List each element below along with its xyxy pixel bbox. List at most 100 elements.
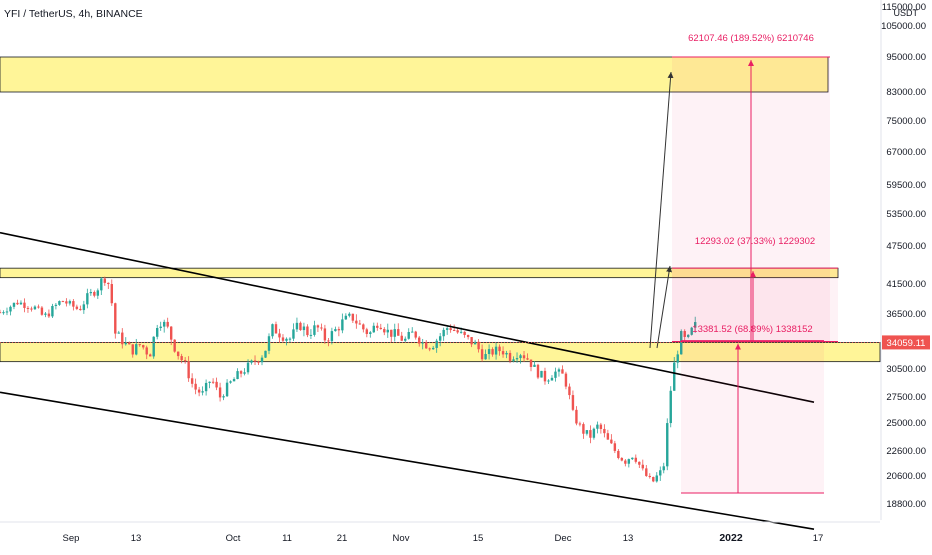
candle-body xyxy=(491,349,494,355)
candle-body xyxy=(547,380,550,382)
candle-body xyxy=(82,304,86,311)
y-tick-label: 47500.00 xyxy=(886,241,926,252)
x-tick-label: 21 xyxy=(337,533,348,544)
candle-body xyxy=(519,355,522,359)
candle-body xyxy=(421,342,424,344)
candle-body xyxy=(526,358,529,360)
candle-body xyxy=(306,326,309,336)
candle-body xyxy=(75,306,79,309)
candle-body xyxy=(23,302,26,308)
candle-body xyxy=(369,332,372,334)
candle-body xyxy=(253,360,257,362)
candle-body xyxy=(599,424,603,429)
candle-body xyxy=(365,329,369,334)
candle-body xyxy=(334,329,337,332)
trendlines-layer xyxy=(0,231,815,530)
candle-body xyxy=(533,364,536,367)
candle-body xyxy=(100,278,103,291)
candle-body xyxy=(428,348,431,350)
candle-body xyxy=(271,324,274,337)
candle-body xyxy=(393,329,396,337)
candle-body xyxy=(187,361,190,379)
candle-body xyxy=(676,354,679,363)
candle-body xyxy=(47,313,51,317)
candle-body xyxy=(641,464,644,469)
x-tick-label: Sep xyxy=(63,533,80,544)
candle-body xyxy=(128,342,131,345)
candle-body xyxy=(222,396,225,398)
candle-body xyxy=(659,470,662,476)
candle-body xyxy=(246,362,250,373)
candle-body xyxy=(390,329,393,337)
candle-body xyxy=(285,338,288,341)
candle-body xyxy=(484,354,487,360)
candle-body xyxy=(264,350,267,358)
candle-body xyxy=(250,360,253,363)
candle-body xyxy=(386,329,389,333)
candle-body xyxy=(0,312,2,314)
projection-arrow-2 xyxy=(656,265,673,349)
candle-body xyxy=(124,342,127,345)
x-tick-label: 17 xyxy=(813,533,824,544)
candle-body xyxy=(260,357,264,363)
measure-label-2: 12293.02 (37.33%) 1229302 xyxy=(695,236,815,247)
candle-body xyxy=(620,458,624,461)
measure-layer: 62107.46 (189.52%) 6210746 12293.02 (37.3… xyxy=(649,33,838,494)
candle-body xyxy=(316,325,320,328)
candle-body xyxy=(162,321,166,327)
candle-body xyxy=(96,290,100,296)
candle-body xyxy=(204,382,208,392)
y-tick-label: 20600.00 xyxy=(886,471,926,482)
candle-body xyxy=(372,325,376,333)
candle-body xyxy=(501,351,505,355)
candle-body xyxy=(344,315,348,320)
last-price-label: 34059.11 xyxy=(887,338,926,349)
trendline-1 xyxy=(0,231,815,403)
candle-body xyxy=(65,301,68,304)
candle-body xyxy=(631,457,634,460)
candle-body xyxy=(236,371,239,380)
candle-body xyxy=(152,336,155,357)
candle-body xyxy=(610,439,613,444)
candle-body xyxy=(477,341,480,350)
candle-body xyxy=(358,323,362,325)
x-tick-label: 13 xyxy=(623,533,634,544)
currency-label: USDT xyxy=(894,8,919,18)
candle-body xyxy=(9,306,12,312)
candle-body xyxy=(452,330,456,332)
candle-body xyxy=(327,340,330,342)
candle-body xyxy=(585,430,589,434)
candle-body xyxy=(107,282,110,285)
candle-body xyxy=(131,344,134,355)
candle-body xyxy=(86,293,89,305)
measure-box-3 xyxy=(681,340,824,493)
candle-body xyxy=(281,337,285,341)
candle-body xyxy=(362,324,365,330)
candle-body xyxy=(33,306,37,310)
candle-body xyxy=(561,369,564,374)
candle-body xyxy=(208,381,211,383)
candle-body xyxy=(337,329,341,331)
candle-body xyxy=(16,302,19,305)
y-tick-label: 53500.00 xyxy=(886,209,926,220)
candle-body xyxy=(183,360,187,362)
candle-body xyxy=(557,369,561,372)
candle-body xyxy=(239,371,243,374)
candle-body xyxy=(299,322,302,331)
candle-body xyxy=(498,346,501,352)
candle-body xyxy=(19,302,23,305)
candle-body xyxy=(114,303,117,334)
candle-body xyxy=(690,327,693,335)
candle-body xyxy=(351,313,355,321)
measure-label-1: 62107.46 (189.52%) 6210746 xyxy=(688,33,814,44)
candle-body xyxy=(145,347,148,355)
y-tick-label: 83000.00 xyxy=(886,87,926,98)
y-tick-label: 115000.00 xyxy=(882,2,926,13)
candle-body xyxy=(243,372,246,374)
candle-body xyxy=(407,331,410,339)
y-tick-label: 95000.00 xyxy=(886,52,926,63)
candle-body xyxy=(487,349,491,355)
candle-body xyxy=(355,320,358,324)
candle-body xyxy=(470,337,473,345)
